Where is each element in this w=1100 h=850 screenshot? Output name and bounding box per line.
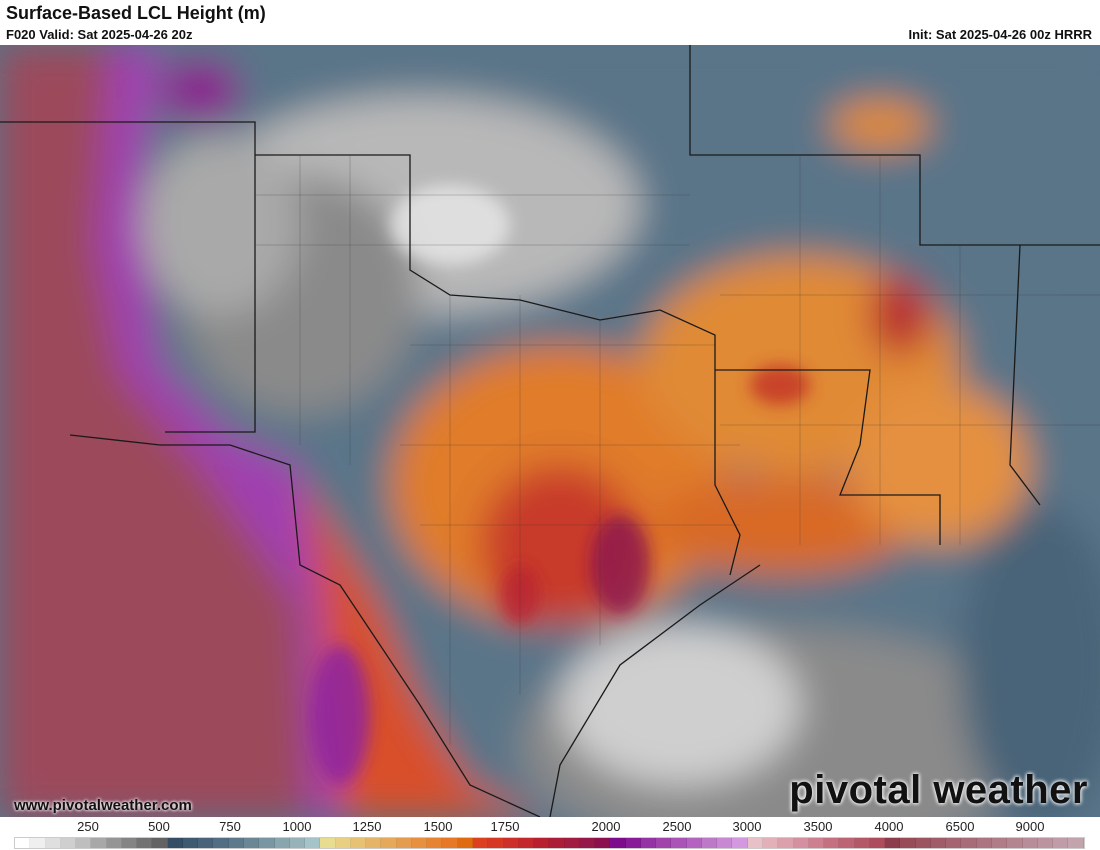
colorbar-cell [930, 838, 947, 848]
colorbar-cell [518, 838, 535, 848]
colorbar-cell [763, 838, 779, 848]
colorbar-cell [320, 838, 336, 848]
colorbar-cell [885, 838, 901, 848]
colorbar-cell [381, 838, 397, 848]
colorbar-cell [717, 838, 733, 848]
colorbar-cell [274, 838, 290, 848]
colorbar-cell [579, 838, 596, 848]
colorbar-cell [289, 838, 306, 848]
colorbar-label: 4000 [874, 819, 904, 834]
colorbar-cell [91, 838, 107, 848]
colorbar-cell [808, 838, 825, 848]
colorbar-cell [472, 838, 489, 848]
colorbar-cell [152, 838, 168, 848]
colorbar-cell [137, 838, 153, 848]
colorbar-cell [60, 838, 77, 848]
colorbar-cell [564, 838, 580, 848]
colorbar-cell [625, 838, 641, 848]
colorbar-cell [732, 838, 748, 848]
colorbar-label: 3000 [732, 819, 762, 834]
colorbar-cell [30, 838, 46, 848]
colorbar-cell [228, 838, 244, 848]
init-time-model: Init: Sat 2025-04-26 00z HRRR [908, 27, 1092, 42]
map-header: Surface-Based LCL Height (m) F020 Valid:… [0, 0, 1100, 45]
colorbar-label: 1000 [282, 819, 312, 834]
colorbar-label: 500 [148, 819, 170, 834]
colorbar-cell [427, 838, 443, 848]
lcl-height-map[interactable] [0, 45, 1100, 817]
colorbar-label: 2000 [591, 819, 621, 834]
colorbar-cell [350, 838, 367, 848]
colorbar-label: 6500 [945, 819, 975, 834]
colorbar-label: 1750 [490, 819, 520, 834]
colorbar-cell [259, 838, 275, 848]
colorbar-cell [610, 838, 626, 848]
colorbar-label: 2500 [662, 819, 692, 834]
colorbar-cell [243, 838, 260, 848]
colorbar-cell [854, 838, 870, 848]
colorbar-cell [640, 838, 657, 848]
colorbar-cell [595, 838, 611, 848]
colorbar-cell [701, 838, 718, 848]
colorbar-cell [992, 838, 1008, 848]
website-url: www.pivotalweather.com [14, 797, 192, 814]
colorbar-cell [1007, 838, 1023, 848]
colorbar-cell [1037, 838, 1054, 848]
colorbar-cell [900, 838, 916, 848]
colorbar-cell [305, 838, 321, 848]
colorbar-cell [824, 838, 840, 848]
colorbar-cell [961, 838, 977, 848]
colorbar-cell [76, 838, 92, 848]
colorbar-cell [503, 838, 519, 848]
colorbar-cell [671, 838, 687, 848]
colorbar-cell [106, 838, 122, 848]
colorbar-cell [45, 838, 61, 848]
valid-time: F020 Valid: Sat 2025-04-26 20z [6, 27, 193, 42]
map-title: Surface-Based LCL Height (m) [6, 3, 266, 23]
colorbar-label: 3500 [803, 819, 833, 834]
colorbar-cell [1068, 838, 1084, 848]
colorbar-cell [747, 838, 764, 848]
colorbar-cell [839, 838, 855, 848]
colorbar-cell [121, 838, 138, 848]
colorbar-cell [778, 838, 794, 848]
colorbar-label: 750 [219, 819, 241, 834]
colorbar-cells [14, 837, 1085, 849]
colorbar-cell [335, 838, 351, 848]
colorbar-cell [366, 838, 382, 848]
colorbar-cell [213, 838, 229, 848]
colorbar-cell [488, 838, 504, 848]
colorbar-cell [869, 838, 886, 848]
county-borders [255, 155, 1100, 745]
state-borders [0, 45, 1100, 817]
colorbar-cell [656, 838, 672, 848]
colorbar-cell [915, 838, 931, 848]
colorbar-cell [793, 838, 809, 848]
colorbar-cell [549, 838, 565, 848]
colorbar-cell [686, 838, 702, 848]
colorbar-cell [457, 838, 473, 848]
colorbar-label: 1500 [423, 819, 453, 834]
colorbar-cell [442, 838, 458, 848]
colorbar-cell [198, 838, 214, 848]
colorbar-cell [1053, 838, 1069, 848]
colorbar-cell [396, 838, 412, 848]
colorbar-label: 1250 [352, 819, 382, 834]
colorbar-cell [15, 838, 31, 848]
colorbar-cell [182, 838, 199, 848]
colorbar-label: 9000 [1015, 819, 1045, 834]
pivotal-weather-logo: pivotal weather [789, 768, 1088, 812]
colorbar-cell [411, 838, 428, 848]
colorbar: 250 500 750 1000 1250 1500 1750 2000 2500 3000 350… [0, 817, 1100, 850]
colorbar-cell [534, 838, 550, 848]
colorbar-cell [167, 838, 183, 848]
colorbar-label: 250 [77, 819, 99, 834]
colorbar-cell [976, 838, 992, 848]
colorbar-cell [946, 838, 962, 848]
colorbar-cell [1022, 838, 1038, 848]
